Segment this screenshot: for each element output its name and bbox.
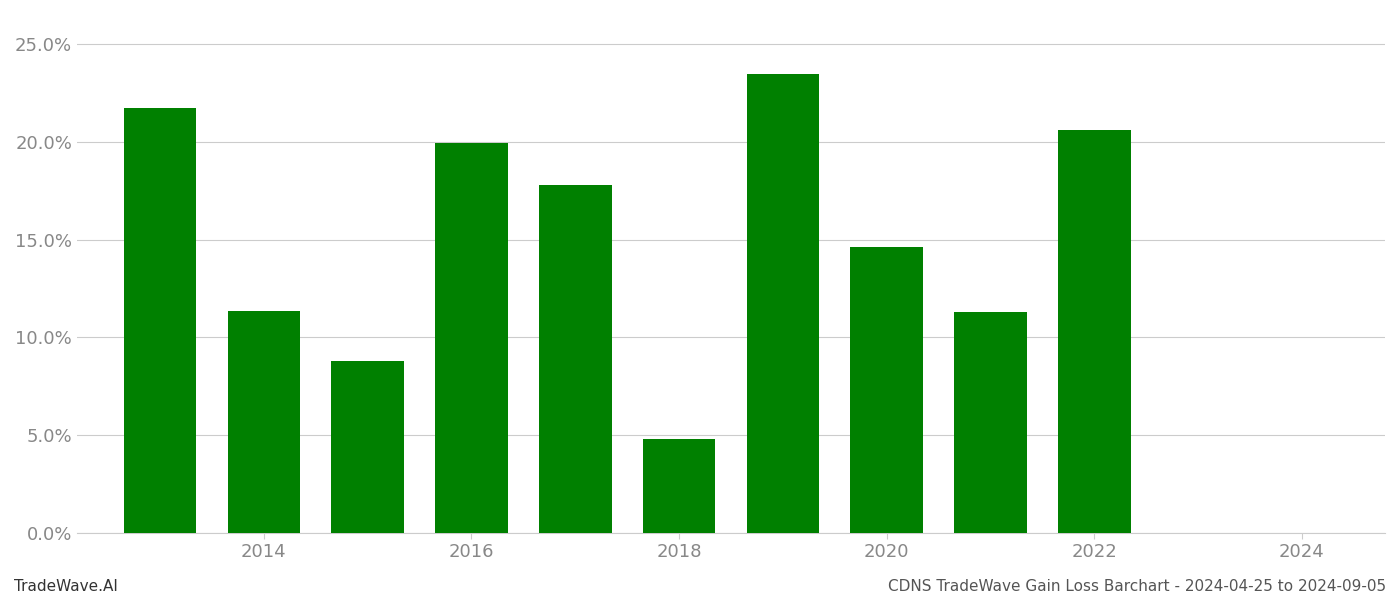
Bar <box>539 185 612 533</box>
Text: TradeWave.AI: TradeWave.AI <box>14 579 118 594</box>
Bar <box>332 361 405 533</box>
Bar <box>123 108 196 533</box>
Bar <box>643 439 715 533</box>
Bar <box>228 311 300 533</box>
Bar <box>1058 130 1131 533</box>
Bar <box>850 247 923 533</box>
Bar <box>746 74 819 533</box>
Bar <box>435 143 508 533</box>
Text: CDNS TradeWave Gain Loss Barchart - 2024-04-25 to 2024-09-05: CDNS TradeWave Gain Loss Barchart - 2024… <box>888 579 1386 594</box>
Bar <box>955 312 1026 533</box>
